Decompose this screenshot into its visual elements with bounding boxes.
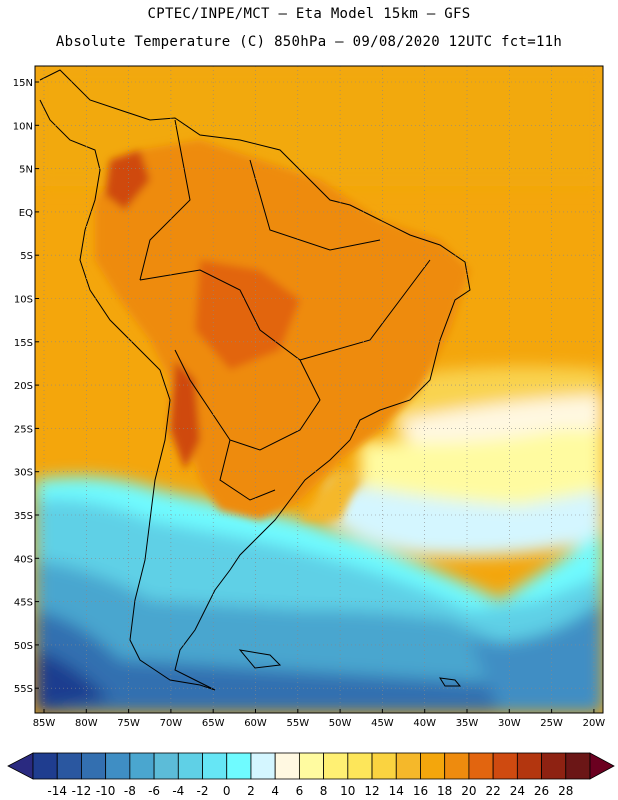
colorbar-label: 22 xyxy=(485,784,500,798)
colorbar-label: 2 xyxy=(247,784,255,798)
map-title-line2: Absolute Temperature (C) 850hPa – 09/08/… xyxy=(55,34,563,50)
lat-tick-label: 15N xyxy=(13,78,33,89)
lon-tick-label: 65W xyxy=(202,718,225,729)
colorbar-swatch xyxy=(129,752,155,780)
colorbar-label: 16 xyxy=(413,784,428,798)
lon-tick-label: 55W xyxy=(286,718,309,729)
colorbar-label: -4 xyxy=(172,784,184,798)
colorbar-swatch xyxy=(444,752,470,780)
colorbar-swatch xyxy=(81,752,107,780)
lon-tick-label: 35W xyxy=(456,718,479,729)
lon-tick-label: 20W xyxy=(583,718,606,729)
colorbar-label: -2 xyxy=(197,784,209,798)
lat-tick-label: EQ xyxy=(19,208,33,219)
lon-tick-label: 60W xyxy=(244,718,267,729)
colorbar-high-arrow xyxy=(589,752,615,780)
lon-tick-label: 25W xyxy=(540,718,563,729)
lat-tick-label: 20S xyxy=(14,381,33,392)
colorbar-label: -12 xyxy=(72,784,92,798)
colorbar-label: 20 xyxy=(461,784,476,798)
colorbar-swatch xyxy=(226,752,252,780)
colorbar-swatch xyxy=(323,752,349,780)
colorbar-swatch xyxy=(541,752,567,780)
colorbar-label: -6 xyxy=(148,784,160,798)
colorbar-label: -10 xyxy=(96,784,116,798)
lat-tick-label: 45S xyxy=(14,598,33,609)
lon-tick-label: 40W xyxy=(413,718,436,729)
colorbar-label: 0 xyxy=(223,784,231,798)
temperature-field xyxy=(35,66,603,713)
colorbar-label: 14 xyxy=(389,784,404,798)
colorbar-swatch xyxy=(177,752,203,780)
longitude-axis: 85W 80W 75W 70W 65W 60W 55W 50W 45W 40W 35W 30W 25W 2… xyxy=(33,709,606,729)
colorbar-swatch xyxy=(395,752,421,780)
colorbar-swatch xyxy=(565,752,591,780)
colorbar-label: 24 xyxy=(510,784,525,798)
colorbar-swatch xyxy=(32,752,58,780)
colorbar-swatch xyxy=(516,752,542,780)
colorbar: -14 -12 -10 -8 -6 -4 -2 0 2 4 6 8 10 12 14 16 18 20 22 24 26… xyxy=(7,752,615,798)
map-frame xyxy=(34,65,604,714)
lat-tick-label: 5S xyxy=(20,251,33,262)
lon-tick-label: 70W xyxy=(160,718,183,729)
lat-tick-label: 30S xyxy=(14,468,33,479)
latitude-axis: 15N 10N 5N EQ 5S 10S 15S 20S 25S 30S 35S 40S 45S 50S 5… xyxy=(13,78,39,695)
colorbar-swatch xyxy=(274,752,300,780)
colorbar-label: 4 xyxy=(271,784,279,798)
coastlines xyxy=(39,69,471,691)
colorbar-label: 8 xyxy=(320,784,328,798)
lat-tick-label: 50S xyxy=(14,641,33,652)
lon-tick-label: 80W xyxy=(75,718,98,729)
colorbar-low-arrow xyxy=(7,752,34,780)
lat-tick-label: 10N xyxy=(13,121,33,132)
colorbar-swatch xyxy=(420,752,446,780)
colorbar-label: 28 xyxy=(558,784,573,798)
colorbar-swatch xyxy=(492,752,518,780)
graticule xyxy=(35,66,603,713)
colorbar-swatch xyxy=(468,752,494,780)
colorbar-swatch xyxy=(105,752,131,780)
colorbar-swatch xyxy=(347,752,373,780)
lon-tick-label: 30W xyxy=(498,718,521,729)
colorbar-swatch xyxy=(56,752,82,780)
colorbar-swatch xyxy=(371,752,397,780)
colorbar-label: 18 xyxy=(437,784,452,798)
lat-tick-label: 25S xyxy=(14,424,33,435)
lat-tick-label: 10S xyxy=(14,295,33,306)
lon-tick-label: 85W xyxy=(33,718,56,729)
colorbar-swatch xyxy=(202,752,228,780)
colorbar-swatch xyxy=(250,752,276,780)
lon-tick-label: 50W xyxy=(329,718,352,729)
lat-tick-label: 15S xyxy=(14,338,33,349)
lon-tick-label: 75W xyxy=(117,718,140,729)
colorbar-swatch xyxy=(153,752,179,780)
colorbar-label: -14 xyxy=(47,784,67,798)
lat-tick-label: 40S xyxy=(14,554,33,565)
lat-tick-label: 55S xyxy=(14,684,33,695)
colorbar-label: 6 xyxy=(296,784,304,798)
colorbar-label: 26 xyxy=(534,784,549,798)
lat-tick-label: 35S xyxy=(14,511,33,522)
colorbar-label: 10 xyxy=(340,784,355,798)
colorbar-label: -8 xyxy=(124,784,136,798)
map-title-line1: CPTEC/INPE/MCT – Eta Model 15km – GFS xyxy=(147,6,471,22)
colorbar-swatch xyxy=(298,752,325,780)
colorbar-label: 12 xyxy=(364,784,379,798)
lon-tick-label: 45W xyxy=(371,718,394,729)
lat-tick-label: 5N xyxy=(19,165,33,176)
